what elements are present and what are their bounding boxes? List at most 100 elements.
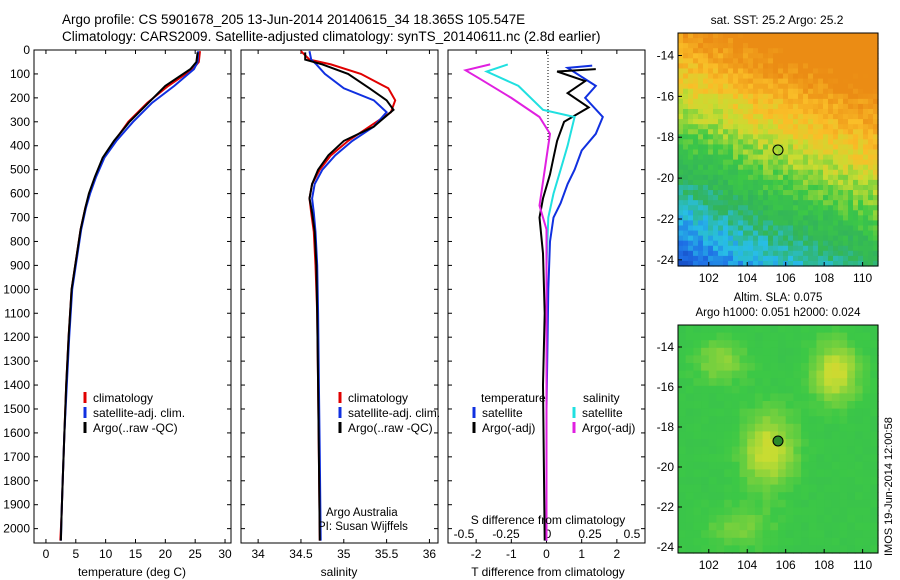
map-cell (724, 355, 733, 364)
map-cell (733, 200, 739, 206)
map-cell (848, 250, 854, 257)
map-cell (808, 245, 814, 252)
map-cell (678, 63, 684, 70)
map-cell (731, 393, 741, 402)
map-cell (831, 378, 841, 387)
map-cell (748, 33, 754, 39)
map-cell (818, 149, 824, 156)
map-cell (683, 174, 689, 181)
map-cell (803, 210, 809, 216)
map-cell (738, 260, 744, 267)
map-cell (688, 73, 694, 80)
map-cell (708, 200, 714, 206)
map-cell (818, 108, 824, 115)
map-cell (853, 174, 859, 181)
map-cell (818, 78, 824, 85)
map-cell (798, 78, 804, 85)
map-cell (728, 230, 734, 237)
map-cell (793, 114, 799, 120)
map-cell (688, 98, 694, 105)
map-cell (683, 220, 689, 227)
map-cell (783, 119, 789, 125)
map-cell (862, 507, 871, 516)
map-cell (733, 48, 739, 54)
map-cell (747, 378, 756, 387)
map-cell (758, 43, 764, 49)
map-cell (693, 220, 699, 227)
map-cell (816, 393, 825, 402)
map-cell (808, 347, 818, 356)
map-cell (873, 63, 879, 70)
map-cell (793, 492, 802, 501)
map-cell (803, 250, 809, 257)
map-cell (678, 144, 684, 151)
map-cell (788, 124, 794, 130)
x-tick-label: 10 (99, 547, 113, 561)
map-cell (801, 363, 810, 372)
map-cell (788, 114, 794, 120)
map-cell (753, 260, 759, 267)
map-cell (698, 63, 704, 70)
map-cell (873, 255, 879, 262)
map-cell (862, 408, 871, 417)
map-cell (770, 401, 779, 410)
map-cell (762, 355, 771, 364)
map-cell (813, 225, 819, 232)
map-cell (833, 43, 839, 49)
map-cell (778, 48, 784, 54)
map-cell (773, 119, 779, 125)
map-cell (698, 38, 704, 44)
map-cell (743, 154, 749, 161)
map-cell (738, 230, 744, 237)
map-cell (823, 103, 829, 110)
map-cell (778, 431, 787, 440)
map-cell (678, 245, 684, 252)
map-cell (713, 63, 719, 70)
map-cell (838, 53, 844, 59)
map-cell (788, 108, 794, 115)
map-cell (798, 230, 804, 237)
map-cell (858, 129, 864, 135)
y-tick-label: 1000 (3, 282, 30, 296)
map-cell (743, 245, 749, 252)
map-cell (843, 255, 849, 262)
map-cell (824, 332, 833, 341)
map-cell (862, 431, 871, 440)
map-cell (798, 215, 804, 222)
map-cell (758, 164, 764, 171)
map-cell (763, 114, 769, 120)
map-cell (778, 393, 787, 402)
map-cell (778, 522, 787, 531)
map-cell (808, 255, 814, 262)
map-cell (870, 499, 879, 508)
map-cell (770, 378, 779, 387)
map-cell (731, 492, 741, 501)
map-cell (693, 200, 699, 206)
map-cell (793, 260, 799, 267)
map-cell (813, 43, 819, 49)
map-cell (843, 98, 849, 105)
map-cell (808, 378, 818, 387)
map-cell (843, 164, 849, 171)
map-cell (783, 124, 789, 130)
map-cell (848, 68, 854, 75)
map-cell (768, 164, 774, 171)
map-cell (833, 108, 839, 115)
map-cell (693, 103, 699, 110)
map-cell (823, 38, 829, 44)
map-cell (863, 255, 869, 262)
map-cell (854, 401, 864, 410)
map-cell (713, 139, 719, 146)
map-cell (762, 469, 771, 478)
map-cell (854, 363, 864, 372)
map-x-tick-label: 104 (737, 558, 757, 572)
map-cell (683, 225, 689, 232)
map-cell (685, 385, 694, 394)
map-cell (688, 93, 694, 100)
map-cell (738, 124, 744, 130)
map-cell (683, 210, 689, 216)
map-cell (763, 169, 769, 176)
map-cell (701, 545, 710, 554)
map-cell (818, 103, 824, 110)
map-cell (688, 88, 694, 95)
